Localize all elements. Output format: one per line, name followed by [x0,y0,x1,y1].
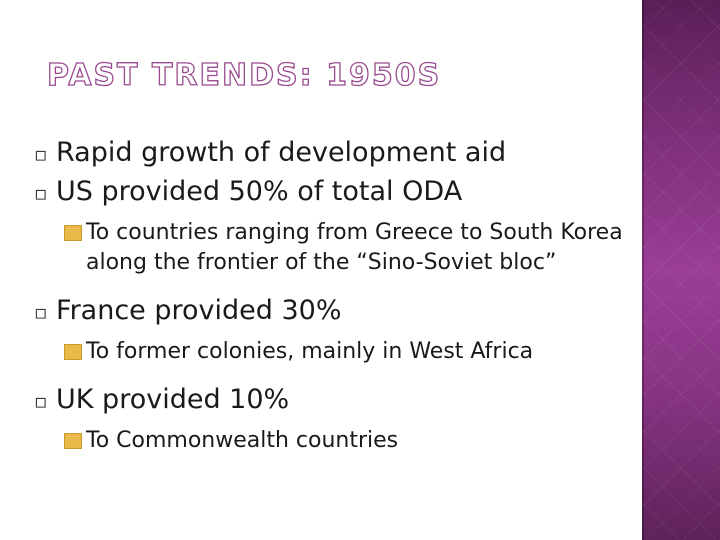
bullet-text: US provided 50% of total ODA [56,176,463,207]
orange-square-bullet-icon [64,225,82,241]
orange-square-bullet-icon [64,344,82,360]
sub-bullet-text: To former colonies, mainly in West Afric… [86,339,534,364]
sub-bullet-uk-commonwealth: To Commonwealth countries [64,426,634,456]
square-bullet-icon: ▫ [34,300,48,324]
decorative-side-panel [642,0,720,540]
square-bullet-icon: ▫ [34,181,48,205]
sub-bullet-france-colonies: To former colonies, mainly in West Afric… [64,337,634,367]
bullet-text: France provided 30% [56,295,342,326]
bullet-france-provided: ▫ France provided 30% [34,292,634,331]
bullet-us-provided: ▫ US provided 50% of total ODA [34,173,634,212]
sub-bullet-us-countries: To countries ranging from Greece to Sout… [64,218,634,278]
bullet-text: Rapid growth of development aid [56,137,507,168]
square-bullet-icon: ▫ [34,142,48,166]
slide-title: PAST TRENDS: 1950S [46,57,442,93]
bullet-list: ▫ Rapid growth of development aid ▫ US p… [34,134,634,456]
bullet-rapid-growth: ▫ Rapid growth of development aid [34,134,634,173]
orange-square-bullet-icon [64,433,82,449]
bullet-uk-provided: ▫ UK provided 10% [34,381,634,420]
sub-bullet-text: To countries ranging from Greece to Sout… [86,220,623,275]
bullet-text: UK provided 10% [56,384,290,415]
sub-bullet-text: To Commonwealth countries [86,428,399,453]
square-bullet-icon: ▫ [34,389,48,413]
